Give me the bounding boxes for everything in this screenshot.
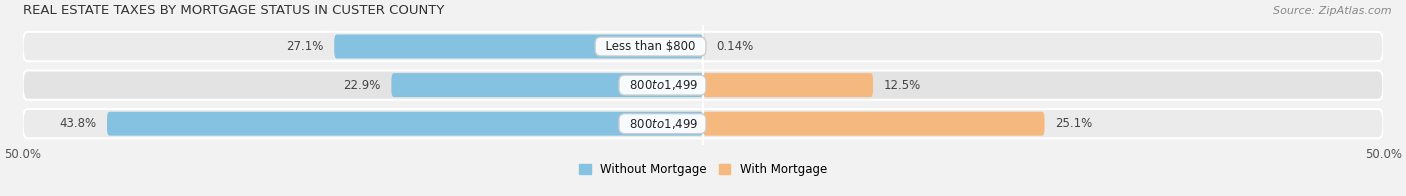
Text: $800 to $1,499: $800 to $1,499 (621, 117, 703, 131)
Text: REAL ESTATE TAXES BY MORTGAGE STATUS IN CUSTER COUNTY: REAL ESTATE TAXES BY MORTGAGE STATUS IN … (22, 4, 444, 17)
FancyBboxPatch shape (335, 34, 703, 58)
FancyBboxPatch shape (703, 34, 706, 58)
Legend: Without Mortgage, With Mortgage: Without Mortgage, With Mortgage (574, 158, 832, 181)
Text: Source: ZipAtlas.com: Source: ZipAtlas.com (1274, 6, 1392, 16)
FancyBboxPatch shape (703, 112, 1045, 136)
Text: 27.1%: 27.1% (285, 40, 323, 53)
Text: Less than $800: Less than $800 (598, 40, 703, 53)
FancyBboxPatch shape (391, 73, 703, 97)
FancyBboxPatch shape (22, 109, 1384, 138)
FancyBboxPatch shape (22, 32, 1384, 61)
Text: 12.5%: 12.5% (884, 79, 921, 92)
FancyBboxPatch shape (22, 70, 1384, 100)
FancyBboxPatch shape (703, 73, 873, 97)
Text: 43.8%: 43.8% (59, 117, 96, 130)
FancyBboxPatch shape (107, 112, 703, 136)
Text: $800 to $1,499: $800 to $1,499 (621, 78, 703, 92)
Text: 0.14%: 0.14% (716, 40, 754, 53)
Text: 22.9%: 22.9% (343, 79, 381, 92)
Text: 25.1%: 25.1% (1056, 117, 1092, 130)
